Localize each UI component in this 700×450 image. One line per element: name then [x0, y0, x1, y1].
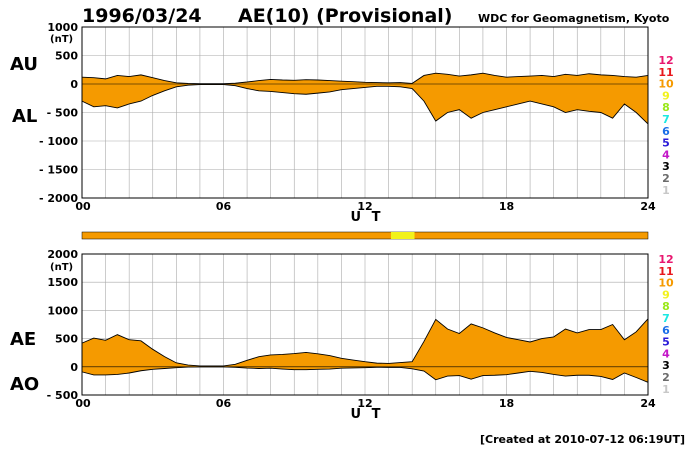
activity-bar-strip [81, 231, 649, 240]
station-count-label: 8 [662, 101, 670, 114]
ae-ao-x-tick-label: 06 [216, 397, 232, 410]
au-label: AU [10, 54, 38, 75]
data-source: WDC for Geomagnetism, Kyoto [478, 12, 670, 25]
station-count-label: 1 [662, 383, 670, 396]
station-count-label: 7 [662, 113, 670, 126]
au-al-y-tick-label: 0 [70, 78, 78, 91]
station-count-label: 12 [658, 54, 673, 67]
figure-date: 1996/03/24 [82, 5, 202, 27]
au-al-au-line [81, 72, 649, 85]
station-count-label: 9 [662, 89, 670, 102]
ae-ao-x-axis-label: U T [351, 407, 384, 422]
au-al-al-line [81, 84, 649, 125]
au-al-y-tick-label: 1000 [47, 21, 78, 34]
au-al-band-area [82, 73, 648, 124]
station-count-label: 11 [658, 66, 673, 79]
au-al-y-tick-label: - 1000 [39, 135, 78, 148]
station-count-label: 8 [662, 300, 670, 313]
au-al-x-tick-label: 18 [499, 200, 514, 213]
ae-ao-y-ticks: 2000 1500 1000 500 0 - 500 [47, 248, 79, 402]
ae-ao-y-tick-label: 2000 [47, 248, 78, 261]
station-count-label: 1 [662, 184, 670, 197]
station-count-label: 11 [658, 265, 673, 278]
au-al-y-tick-label: 500 [55, 50, 78, 63]
station-count-label: 9 [662, 288, 670, 301]
al-label: AL [12, 106, 37, 127]
ae-ao-ae-line [81, 318, 649, 367]
station-count-label: 3 [662, 359, 670, 372]
station-count-label: 10 [658, 78, 674, 91]
au-al-y-tick-label: - 1500 [39, 164, 78, 177]
created-timestamp: [Created at 2010-07-12 06:19UT] [480, 433, 685, 446]
station-count-label: 2 [662, 371, 670, 384]
station-count-label: 5 [662, 137, 670, 150]
station-count-label: 10 [658, 277, 674, 290]
figure-title: AE(10) (Provisional) [238, 5, 452, 27]
station-count-label: 12 [658, 253, 673, 266]
ae-ao-y-tick-label: 0 [70, 361, 78, 374]
station-count-label: 4 [662, 148, 670, 161]
ae-ao-series [81, 318, 649, 383]
ae-ao-y-tick-label: 1500 [47, 276, 78, 289]
station-count-label: 7 [662, 312, 670, 325]
au-al-x-tick-label: 24 [640, 200, 656, 213]
ae-ao-x-tick-label: 00 [75, 397, 91, 410]
ae-ao-band-area [82, 318, 648, 383]
ao-label: AO [10, 374, 39, 395]
au-al-y-tick-label: - 500 [47, 107, 79, 120]
au-al-panel: 1000 500 0 - 500 - 1000 - 1500 - 2000 00 06 12 18… [10, 21, 656, 225]
au-al-x-tick-label: 00 [75, 200, 91, 213]
au-al-x-tick-label: 12 [357, 200, 372, 213]
station-activity-bar [81, 231, 649, 240]
au-al-x-tick-label: 06 [216, 200, 232, 213]
au-al-series [81, 72, 649, 125]
station-count-label: 5 [662, 336, 670, 349]
ae-ao-panel: 2000 1500 1000 500 0 - 500 00 06 12 18 24 (nT) AE… [10, 248, 656, 422]
au-al-x-axis-label: U T [351, 210, 384, 225]
station-count-label: 6 [662, 324, 670, 337]
au-al-x-ticks: 00 06 12 18 24 [75, 200, 656, 213]
ae-ao-y-tick-label: 500 [55, 333, 78, 346]
activity-bar-reduced-segment [390, 232, 415, 239]
station-count-label: 6 [662, 125, 670, 138]
ae-ao-x-tick-label: 12 [357, 397, 372, 410]
ae-ao-x-tick-label: 18 [499, 397, 514, 410]
station-count-label: 3 [662, 160, 670, 173]
station-count-label: 4 [662, 347, 670, 360]
au-al-y-ticks: 1000 500 0 - 500 - 1000 - 1500 - 2000 [39, 21, 78, 205]
ae-ao-frame [81, 253, 649, 396]
au-al-frame [81, 26, 649, 199]
au-al-y-tick-label: - 2000 [39, 192, 78, 205]
au-al-unit: (nT) [50, 34, 73, 45]
ae-ao-x-ticks: 00 06 12 18 24 [75, 397, 656, 410]
ae-label: AE [10, 329, 36, 350]
au-al-gridlines [82, 27, 648, 198]
ae-ao-y-tick-label: 1000 [47, 304, 78, 317]
ae-ao-unit: (nT) [50, 262, 73, 273]
ae-ao-ao-line [81, 366, 649, 383]
ae-ao-y-tick-label: - 500 [47, 389, 79, 402]
station-count-label: 2 [662, 172, 670, 185]
ae-ao-x-tick-label: 24 [640, 397, 656, 410]
